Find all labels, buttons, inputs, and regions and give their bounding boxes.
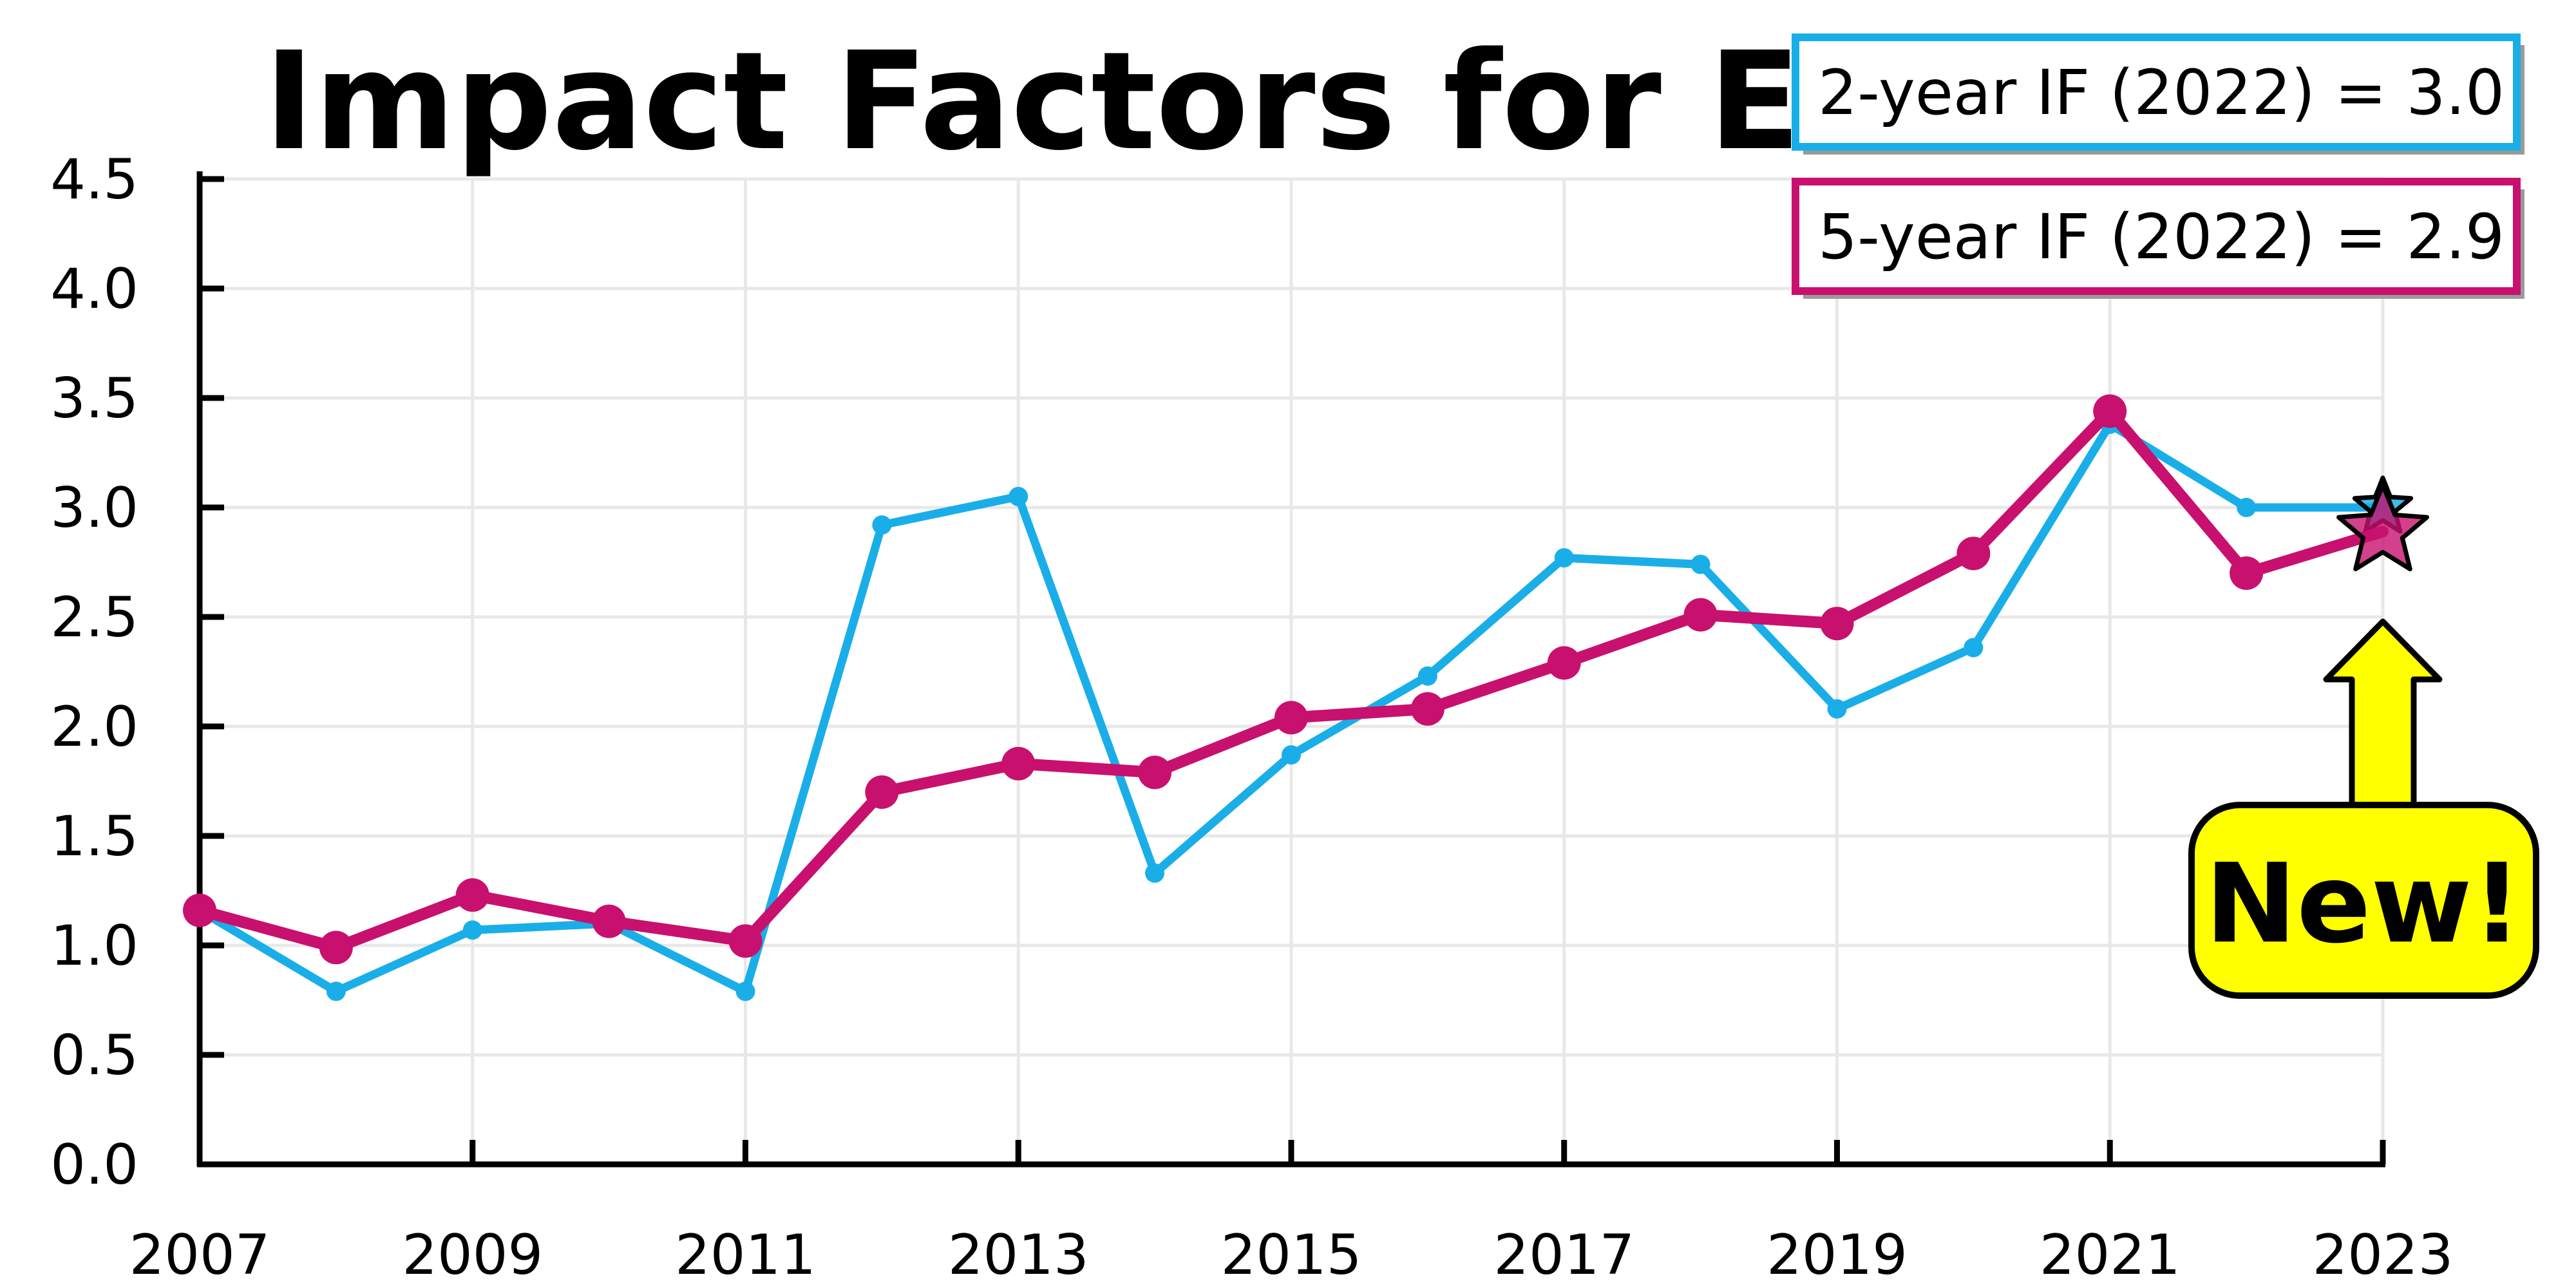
data-point: [1956, 536, 1991, 571]
chart-title: Impact Factors for EPS: [264, 23, 1998, 180]
data-point: [1683, 598, 1718, 632]
x-tick-label: 2019: [1766, 1223, 1908, 1287]
data-point: [2230, 556, 2264, 590]
new-annotation: New!: [2188, 618, 2539, 999]
data-point: [1410, 692, 1444, 726]
legend-entry-1: 2-year IF (2022) = 3.0: [1792, 33, 2524, 155]
x-tick-label: 2023: [2313, 1223, 2454, 1287]
legend-box: [1792, 178, 2521, 295]
legend-label: 5-year IF (2022) = 2.9: [1818, 201, 2505, 273]
legend-label: 2-year IF (2022) = 3.0: [1818, 57, 2505, 129]
y-tick-label: 0.5: [50, 1023, 138, 1088]
grid-lines: [198, 177, 2385, 1166]
x-tick-label: 2013: [948, 1223, 1089, 1287]
data-point: [462, 920, 482, 940]
data-point: [1001, 746, 1036, 781]
data-point-star: [2336, 482, 2429, 572]
data-point: [592, 904, 626, 938]
axes: [196, 171, 2386, 1168]
y-tick-label: 4.5: [50, 147, 138, 212]
data-point: [865, 775, 899, 809]
series-2: [183, 394, 2429, 965]
y-tick-label: 3.0: [50, 476, 138, 540]
data-point: [1820, 607, 1854, 641]
data-point: [1145, 863, 1165, 883]
data-point: [872, 515, 892, 535]
tick-labels: 0.0 0.5 1.0 1.5 2.0 2.5 3.0 3.5 4.0 4.5 2007 2009 20…: [50, 147, 2453, 1287]
x-tick-label: 2021: [2040, 1223, 2181, 1287]
y-tick-label: 3.5: [50, 366, 138, 431]
x-tick-label: 2009: [402, 1223, 543, 1287]
data-point: [728, 924, 762, 958]
data-point: [1138, 755, 1172, 790]
data-point: [1827, 699, 1847, 719]
data-point: [319, 931, 353, 965]
x-tick-label: 2007: [129, 1223, 270, 1287]
data-point: [2093, 394, 2127, 428]
y-tick-label: 2.0: [50, 695, 138, 759]
y-tick-label: 1.5: [50, 804, 138, 869]
legend-entry-2: 5-year IF (2022) = 2.9: [1792, 178, 2524, 299]
arrow-up-icon: [2323, 618, 2443, 820]
x-tick-label: 2017: [1493, 1223, 1634, 1287]
y-tick-label: 4.0: [50, 257, 138, 321]
data-point: [1547, 646, 1581, 680]
data-point: [183, 893, 216, 927]
data-point: [1274, 701, 1308, 735]
x-tick-label: 2011: [675, 1223, 816, 1287]
new-callout-box: [2188, 802, 2539, 999]
y-tick-label: 2.5: [50, 585, 138, 650]
data-point: [735, 981, 755, 1001]
legend-box: [1792, 33, 2521, 151]
new-callout-label: New!: [2205, 840, 2522, 968]
legend: 2-year IF (2022) = 3.0 5-year IF (2022) =…: [1792, 33, 2524, 299]
series-layer: [183, 394, 2429, 1001]
data-point: [1009, 487, 1028, 506]
y-tick-label: 1.0: [50, 914, 138, 978]
data-point: [1554, 548, 1574, 568]
data-point: [1282, 745, 1301, 765]
data-point: [326, 981, 346, 1001]
data-point: [455, 878, 489, 912]
data-point: [1417, 666, 1437, 686]
data-point: [2237, 498, 2257, 517]
x-tick-label: 2015: [1221, 1223, 1362, 1287]
y-tick-label: 0.0: [50, 1133, 138, 1197]
data-point: [1964, 638, 1984, 658]
data-point: [1690, 554, 1710, 574]
